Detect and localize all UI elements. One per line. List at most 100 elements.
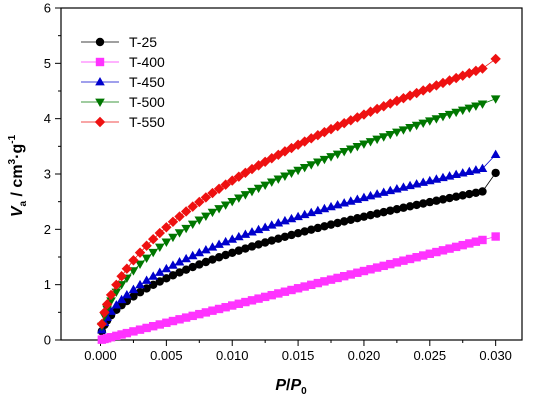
data-point <box>141 254 152 263</box>
legend-label: T-400 <box>129 54 165 70</box>
data-point <box>129 327 138 336</box>
legend-label: T-25 <box>129 34 157 50</box>
data-point <box>273 175 284 184</box>
data-point <box>366 210 375 220</box>
data-point <box>458 191 467 200</box>
x-tick-label: 0.010 <box>216 348 249 363</box>
data-point <box>365 138 376 147</box>
y-tick-label: 5 <box>44 56 51 71</box>
plot-frame: 0.000 0.005 0.010 0.015 0.020 0.025 0.030 0 1 2 3 4… <box>44 1 523 363</box>
data-point <box>111 300 122 309</box>
x-tick-label: 0.015 <box>282 348 315 363</box>
data-point <box>162 318 171 327</box>
data-point <box>412 200 421 210</box>
data-point <box>201 257 211 267</box>
data-point <box>148 233 159 245</box>
data-point <box>135 288 145 297</box>
data-point <box>438 195 448 204</box>
data-point <box>392 128 402 138</box>
data-point <box>392 204 402 214</box>
data-point <box>149 280 158 290</box>
data-point <box>220 236 231 246</box>
data-point <box>326 153 336 162</box>
data-point <box>425 197 434 207</box>
data-point <box>116 294 127 304</box>
data-point <box>478 235 487 245</box>
data-point <box>234 246 244 255</box>
x-axis-label: P/P0 <box>275 377 307 397</box>
data-point <box>135 325 145 334</box>
data-point <box>300 227 309 236</box>
data-point <box>214 253 224 262</box>
data-point <box>154 243 165 252</box>
data-point <box>392 258 402 267</box>
legend-item: T-500 <box>81 94 165 110</box>
data-point <box>386 259 395 269</box>
data-point <box>319 155 330 165</box>
data-point <box>470 65 482 77</box>
data-point <box>432 247 441 257</box>
data-point <box>405 124 415 133</box>
data-point <box>274 289 283 298</box>
data-point <box>431 80 442 91</box>
data-point <box>129 292 138 301</box>
data-point <box>491 168 500 178</box>
data-point <box>266 220 277 229</box>
data-point <box>234 299 244 308</box>
series-t-500 <box>97 95 501 332</box>
data-point <box>299 136 310 147</box>
data-point <box>254 240 263 249</box>
data-point <box>457 106 468 116</box>
data-point <box>154 227 165 239</box>
data-point <box>154 267 165 276</box>
data-point <box>220 179 231 190</box>
data-point <box>313 223 323 233</box>
y-tick-label: 3 <box>44 167 51 182</box>
y-tick-label: 6 <box>44 1 51 16</box>
data-point <box>247 187 257 197</box>
data-point <box>451 192 461 201</box>
data-point <box>478 187 487 196</box>
data-point <box>161 263 172 273</box>
data-point <box>122 289 132 299</box>
x-tick-label: 0.025 <box>414 348 447 363</box>
data-point <box>180 206 192 217</box>
data-point <box>194 196 205 208</box>
data-point <box>424 82 435 94</box>
data-point <box>432 196 441 205</box>
data-point <box>99 307 110 318</box>
data-point <box>490 53 501 65</box>
data-point <box>306 161 317 170</box>
data-point <box>359 140 369 149</box>
legend-marker <box>95 98 105 107</box>
data-point <box>241 244 250 253</box>
data-point <box>320 277 329 286</box>
data-point <box>444 75 455 86</box>
legend-marker <box>95 77 105 86</box>
data-point <box>339 148 349 157</box>
legend: T-25 T-400 T-450 T-500 T-550 <box>81 34 165 130</box>
y-axis-label: Va / cm3·g-1 <box>7 134 29 217</box>
data-point <box>181 253 191 263</box>
data-point <box>267 290 276 300</box>
data-point <box>221 303 230 312</box>
data-point <box>106 333 116 342</box>
data-point <box>214 304 224 314</box>
data-point <box>194 216 205 225</box>
data-point <box>174 257 185 266</box>
data-point <box>352 142 363 152</box>
data-point <box>366 265 375 274</box>
data-point <box>280 172 290 181</box>
data-point <box>142 323 151 333</box>
data-point <box>220 201 231 210</box>
data-point <box>333 218 342 228</box>
data-point <box>471 237 481 246</box>
data-point <box>111 279 122 290</box>
data-point <box>201 308 211 317</box>
data-point <box>181 224 191 234</box>
data-point <box>141 275 152 284</box>
data-point <box>168 316 178 326</box>
data-point <box>213 183 225 194</box>
data-point <box>208 306 217 315</box>
